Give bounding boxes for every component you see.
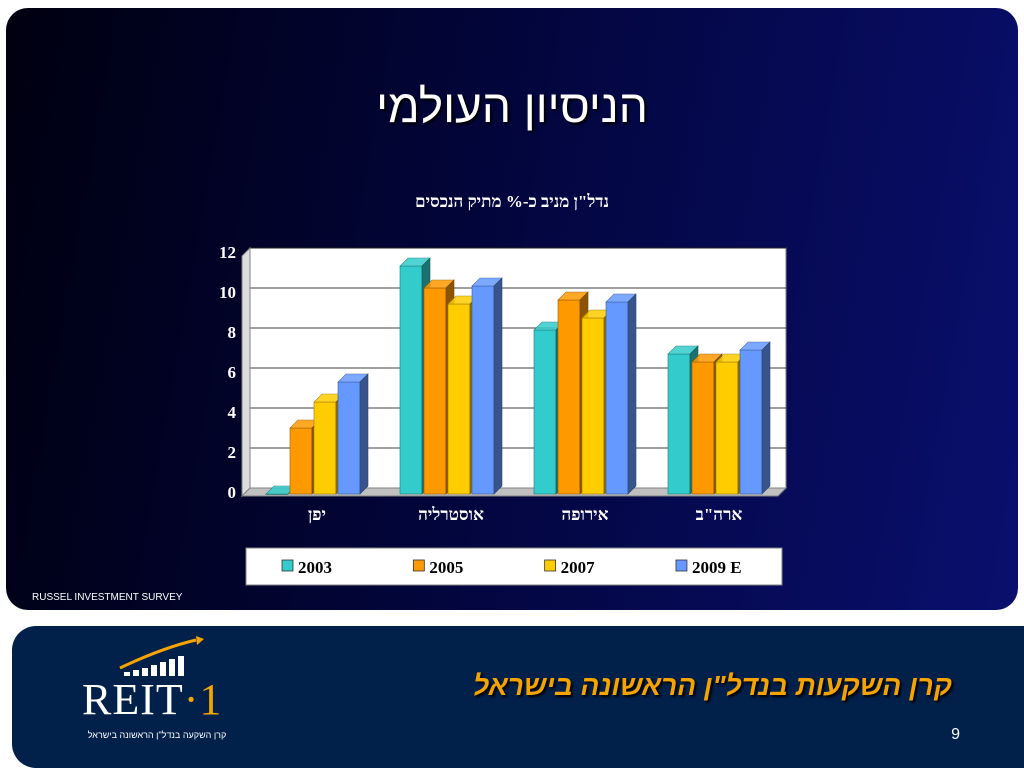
bar	[715, 361, 739, 495]
footer-panel: REIT·1 קרן השקעה בנדל"ן הראשונה בישראל ק…	[12, 626, 1024, 768]
legend-label: 2007	[561, 558, 596, 577]
legend-swatch	[675, 559, 688, 572]
y-tick-label: 10	[219, 283, 236, 302]
bar	[289, 427, 313, 495]
bar	[337, 381, 361, 495]
legend-swatch	[412, 559, 425, 572]
bar-side	[761, 341, 771, 495]
chart-title: נדל"ן מניב כ-% מתיק הנכסים	[414, 192, 609, 211]
y-tick-label: 2	[228, 443, 237, 462]
bar-side	[627, 293, 637, 495]
reit1-logo: REIT·1 קרן השקעה בנדל"ן הראשונה בישראל	[72, 634, 252, 754]
bar	[399, 265, 423, 495]
bar	[691, 361, 715, 495]
bar	[667, 353, 691, 495]
y-tick-label: 12	[219, 243, 236, 262]
plot-floor	[240, 487, 788, 497]
legend-swatch	[544, 559, 557, 572]
y-tick-label: 0	[228, 483, 237, 502]
logo-tagline: קרן השקעה בנדל"ן הראשונה בישראל	[87, 730, 227, 740]
x-tick-label: אירופה	[561, 505, 608, 524]
legend-label: 2005	[429, 558, 463, 577]
logo-bars-icon	[119, 636, 204, 676]
legend-label: 2009 E	[692, 558, 742, 577]
legend	[245, 547, 783, 586]
y-tick-label: 8	[228, 323, 237, 342]
slide-panel: הניסיון העולמי נדל"ן מניב כ-% מתיק הנכסי…	[6, 8, 1018, 610]
slide-title: הניסיון העולמי	[376, 80, 648, 132]
bar	[739, 349, 763, 495]
source-note: RUSSEL INVESTMENT SURVEY	[32, 592, 183, 603]
logo-text: REIT·1	[82, 675, 223, 724]
bar-side	[493, 277, 503, 495]
legend-label: 2003	[298, 558, 332, 577]
page-number: 9	[951, 726, 960, 743]
bar	[581, 317, 605, 495]
bar	[471, 285, 495, 495]
x-tick-label: אוסטרליה	[418, 505, 484, 524]
bar	[605, 301, 629, 495]
bar	[557, 299, 581, 495]
footer-tagline: קרן השקעות בנדל"ן הראשונה בישראל	[473, 670, 952, 701]
y-tick-label: 6	[228, 363, 237, 382]
plot-side-wall	[241, 246, 251, 498]
bar	[533, 329, 557, 495]
x-tick-label: יפן	[308, 505, 326, 524]
bar	[447, 303, 471, 495]
y-tick-label: 4	[228, 403, 237, 422]
x-tick-label: ארה"ב	[696, 505, 743, 524]
bar-side	[359, 373, 369, 495]
bar-chart: 0 2 4 6 8 10 12 ארה"ב אירופה אוסטרליה יפן 2003 2005 2…	[219, 243, 788, 586]
bar	[313, 401, 337, 495]
bar	[423, 287, 447, 495]
legend-swatch	[281, 559, 294, 572]
